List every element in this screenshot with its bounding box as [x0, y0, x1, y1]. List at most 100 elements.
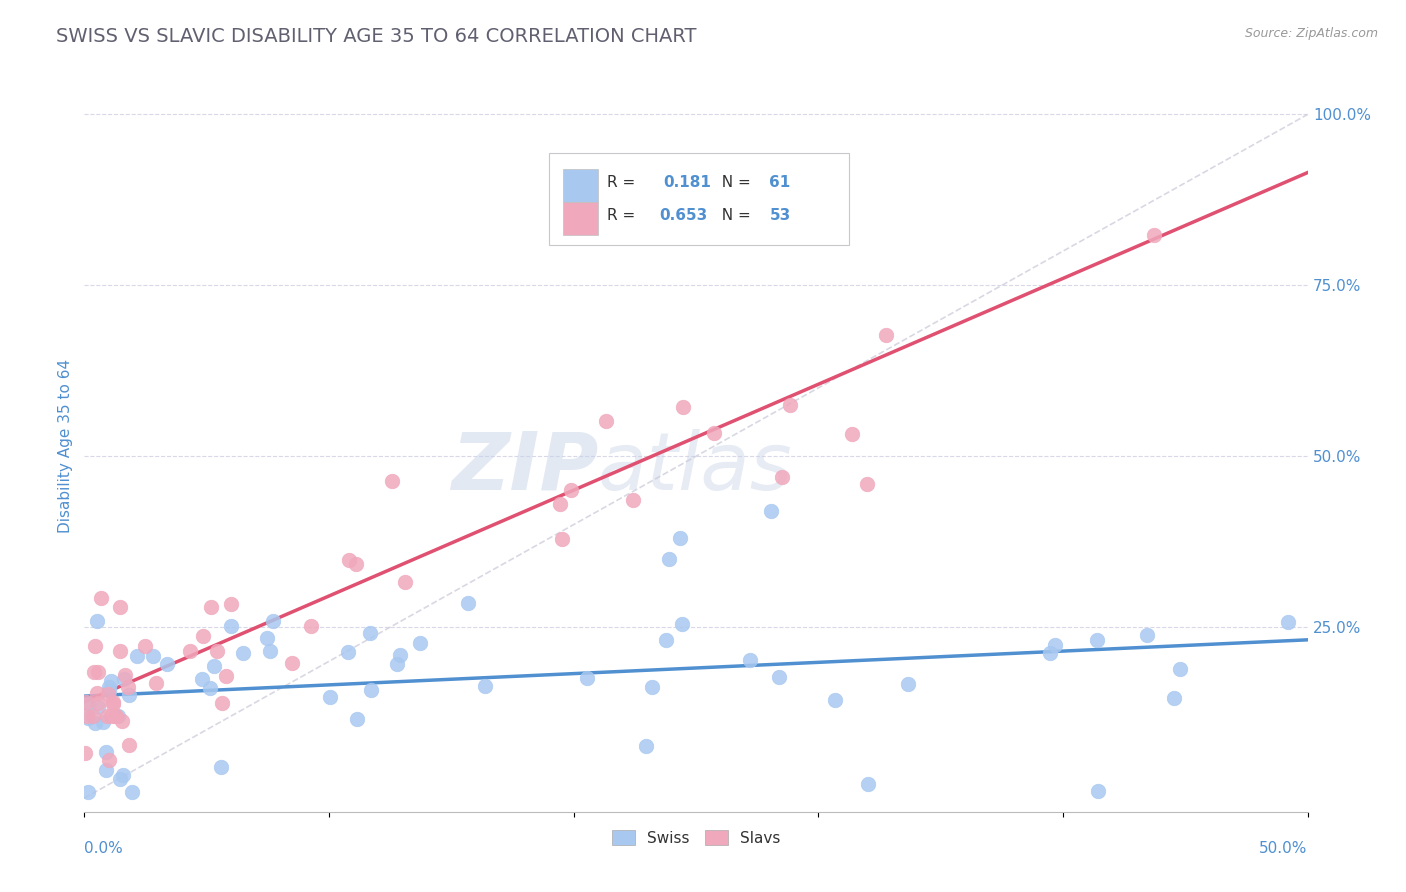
Point [104, 709, 127, 723]
Text: R =: R = [606, 175, 645, 190]
Point [299, 619, 322, 633]
Point [145, 676, 167, 690]
Point [738, 652, 761, 666]
Point [595, 414, 617, 428]
Point [86, 686, 108, 700]
Point [360, 682, 382, 697]
Point [94, 764, 117, 778]
Point [336, 645, 359, 659]
Point [77, 785, 100, 799]
Point [381, 474, 404, 488]
Point [100, 674, 122, 689]
Point [202, 659, 225, 673]
Point [214, 669, 236, 683]
Point [96, 745, 118, 759]
Text: R =: R = [606, 208, 640, 223]
Point [1087, 784, 1109, 798]
Point [671, 616, 693, 631]
Point [125, 648, 148, 663]
Point [104, 709, 127, 723]
Point [209, 760, 232, 774]
Point [90, 591, 112, 605]
Point [457, 596, 479, 610]
Point [256, 631, 278, 645]
Point [548, 497, 571, 511]
Point [111, 714, 134, 729]
Point [394, 575, 416, 590]
Point [101, 695, 124, 709]
Point [1277, 615, 1299, 630]
Point [221, 618, 243, 632]
Point [97, 680, 120, 694]
Point [1143, 227, 1166, 242]
Point [211, 696, 233, 710]
Point [634, 739, 657, 753]
Point [640, 680, 662, 694]
FancyBboxPatch shape [562, 202, 598, 235]
Point [200, 600, 222, 615]
Point [262, 615, 284, 629]
Text: 53: 53 [769, 208, 790, 223]
Point [75, 695, 97, 709]
Point [1039, 646, 1062, 660]
Text: 50.0%: 50.0% [1260, 841, 1308, 856]
Point [193, 629, 215, 643]
Point [655, 632, 678, 647]
Point [346, 712, 368, 726]
FancyBboxPatch shape [562, 169, 598, 202]
Legend: Swiss, Slavs: Swiss, Slavs [606, 823, 786, 852]
Point [112, 672, 135, 686]
Point [703, 425, 725, 440]
Point [1163, 690, 1185, 705]
Point [337, 553, 360, 567]
Point [101, 697, 124, 711]
Point [841, 427, 863, 442]
Point [142, 648, 165, 663]
FancyBboxPatch shape [550, 153, 849, 244]
Point [1135, 628, 1157, 642]
Point [117, 680, 139, 694]
Point [87, 665, 110, 679]
Text: ZIP: ZIP [451, 429, 598, 507]
Y-axis label: Disability Age 35 to 64: Disability Age 35 to 64 [58, 359, 73, 533]
Point [1043, 638, 1066, 652]
Point [669, 531, 692, 545]
Point [359, 626, 381, 640]
Point [319, 690, 342, 705]
Point [875, 328, 897, 343]
Point [96, 709, 118, 723]
Point [824, 693, 846, 707]
Point [344, 557, 367, 571]
Point [551, 533, 574, 547]
Point [98, 753, 121, 767]
Point [768, 670, 790, 684]
Point [83, 716, 105, 731]
Point [97, 684, 120, 698]
Point [100, 709, 122, 723]
Point [76, 711, 98, 725]
Point [897, 677, 920, 691]
Text: N =: N = [711, 175, 755, 190]
Point [108, 643, 131, 657]
Text: N =: N = [711, 208, 755, 223]
Point [118, 738, 141, 752]
Point [658, 551, 681, 566]
Point [76, 709, 98, 723]
Text: 0.0%: 0.0% [84, 841, 124, 856]
Point [207, 644, 229, 658]
Point [575, 671, 598, 685]
Point [86, 614, 108, 628]
Text: 61: 61 [769, 175, 790, 190]
Text: 0.653: 0.653 [659, 208, 707, 223]
Point [856, 777, 879, 791]
Point [259, 643, 281, 657]
Point [82, 709, 104, 723]
Point [1087, 632, 1109, 647]
Point [86, 696, 108, 710]
Point [108, 600, 131, 615]
Point [280, 656, 302, 670]
Point [179, 643, 201, 657]
Point [191, 673, 214, 687]
Point [219, 598, 242, 612]
Point [474, 679, 496, 693]
